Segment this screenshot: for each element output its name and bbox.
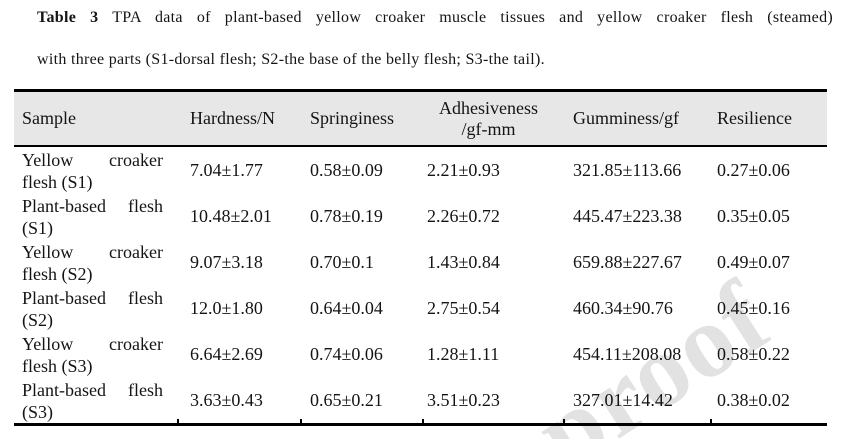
cell-hardness: 10.48±2.01 [190,205,272,226]
caption-line-2: with three parts (S1-dorsal flesh; S2-th… [37,51,545,68]
table-header-row: Sample Hardness/N Springiness Adhesivene… [14,92,827,147]
sample-word: Plant-based [22,380,106,400]
sample-word: croaker [109,334,163,354]
column-divider-tick [177,419,179,423]
header-hardness: Hardness/N [190,108,275,128]
cell-springiness: 0.58±0.09 [310,159,383,180]
sample-name-line1: Plant-based flesh [22,379,163,401]
header-resilience: Resilience [717,108,792,128]
cell-springiness: 0.65±0.21 [310,389,383,410]
header-adhesiveness: Adhesiveness /gf-mm [422,98,563,140]
table-row: Plant-based flesh (S1) 10.48±2.01 0.78±0… [14,193,827,239]
column-divider-tick [563,419,565,423]
cell-gumminess: 460.34±90.76 [573,297,673,318]
cell-adhesiveness: 2.75±0.54 [427,297,500,318]
table-row: Yellow croaker flesh (S1) 7.04±1.77 0.58… [14,147,827,193]
sample-word: Yellow [22,150,74,170]
cell-hardness: 6.64±2.69 [190,343,263,364]
cell-hardness: 9.07±3.18 [190,251,263,272]
sample-name-line2: (S2) [22,310,53,330]
caption-line-1: Table 3 TPA data of plant-based yellow c… [37,6,833,30]
sample-name-line1: Yellow croaker [22,241,163,263]
cell-adhesiveness: 2.26±0.72 [427,205,500,226]
cell-resilience: 0.45±0.16 [717,297,790,318]
cell-adhesiveness: 1.43±0.84 [427,251,500,272]
sample-word: Plant-based [22,196,106,216]
column-divider-tick [422,419,424,423]
sample-name-line1: Yellow croaker [22,333,163,355]
sample-name-line2: flesh (S1) [22,172,93,192]
cell-sample: Yellow croaker flesh (S1) [14,147,185,193]
cell-springiness: 0.74±0.06 [310,343,383,364]
sample-name-line1: Plant-based flesh [22,195,163,217]
sample-name-line1: Yellow croaker [22,149,163,171]
cell-hardness: 12.0±1.80 [190,297,263,318]
caption-table-label: Table 3 [37,9,99,26]
cell-resilience: 0.27±0.06 [717,159,790,180]
sample-word: croaker [109,150,163,170]
table-row: Yellow croaker flesh (S3) 6.64±2.69 0.74… [14,331,827,377]
cell-gumminess: 321.85±113.66 [573,159,682,180]
header-springiness: Springiness [310,108,395,128]
sample-name-line2: flesh (S2) [22,264,93,284]
sample-word: Yellow [22,242,74,262]
cell-hardness: 3.63±0.43 [190,389,263,410]
sample-word: Plant-based [22,288,106,308]
column-divider-tick [710,419,712,423]
cell-sample: Yellow croaker flesh (S3) [14,331,185,377]
cell-gumminess: 445.47±223.38 [573,205,682,226]
cell-resilience: 0.38±0.02 [717,389,790,410]
sample-name-line2: flesh (S3) [22,356,93,376]
cell-sample: Plant-based flesh (S1) [14,193,185,239]
table-row: Plant-based flesh (S2) 12.0±1.80 0.64±0.… [14,285,827,331]
cell-springiness: 0.70±0.1 [310,251,374,272]
cell-gumminess: 454.11±208.08 [573,343,682,364]
cell-springiness: 0.64±0.04 [310,297,383,318]
cell-resilience: 0.58±0.22 [717,343,790,364]
cell-gumminess: 659.88±227.67 [573,251,682,272]
sample-name-line2: (S3) [22,402,53,422]
cell-sample: Plant-based flesh (S3) [14,377,185,423]
cell-adhesiveness: 1.28±1.11 [427,343,500,364]
cell-gumminess: 327.01±14.42 [573,389,673,410]
cell-sample: Plant-based flesh (S2) [14,285,185,331]
sample-word: flesh [128,196,163,216]
table-row: Plant-based flesh (S3) 3.63±0.43 0.65±0.… [14,377,827,423]
table-caption: Table 3 TPA data of plant-based yellow c… [37,6,833,72]
tpa-data-table: Sample Hardness/N Springiness Adhesivene… [14,89,827,426]
sample-name-line2: (S1) [22,218,53,238]
header-sample: Sample [22,108,76,128]
sample-word: flesh [128,288,163,308]
header-adhesiveness-line1: Adhesiveness [439,97,538,118]
cell-sample: Yellow croaker flesh (S2) [14,239,185,285]
sample-name-line1: Plant-based flesh [22,287,163,309]
sample-word: Yellow [22,334,74,354]
cell-resilience: 0.49±0.07 [717,251,790,272]
column-divider-tick [300,419,302,423]
table-row: Yellow croaker flesh (S2) 9.07±3.18 0.70… [14,239,827,285]
caption-text: TPA data of plant-based yellow croaker m… [98,9,833,26]
sample-word: croaker [109,242,163,262]
cell-adhesiveness: 3.51±0.23 [427,389,500,410]
cell-adhesiveness: 2.21±0.93 [427,159,500,180]
cell-resilience: 0.35±0.05 [717,205,790,226]
cell-hardness: 7.04±1.77 [190,159,263,180]
cell-springiness: 0.78±0.19 [310,205,383,226]
header-adhesiveness-line2: /gf-mm [461,118,516,139]
header-gumminess: Gumminess/gf [573,108,679,128]
sample-word: flesh [128,380,163,400]
